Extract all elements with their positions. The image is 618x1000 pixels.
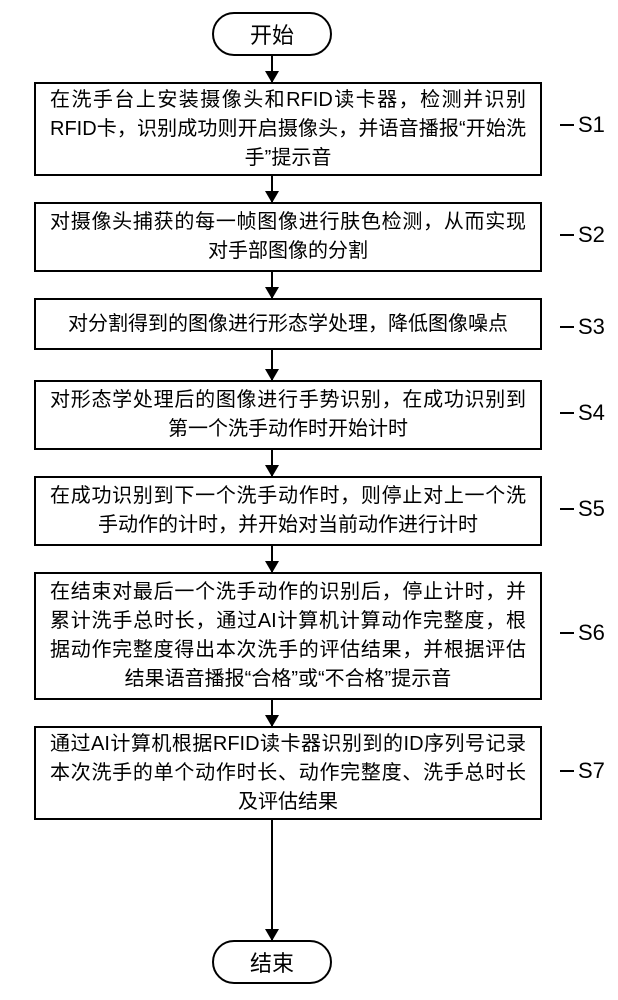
step-s3-label: S3 bbox=[560, 314, 600, 346]
arrow-1 bbox=[271, 176, 273, 202]
arrow-3 bbox=[271, 350, 273, 380]
step-s2-label: S2 bbox=[560, 222, 600, 254]
step-s3-text: 对分割得到的图像进行形态学处理，降低图像噪点 bbox=[50, 310, 526, 339]
step-s2: 对摄像头捕获的每一帧图像进行肤色检测，从而实现对手部图像的分割 bbox=[34, 202, 542, 272]
step-s3: 对分割得到的图像进行形态学处理，降低图像噪点 bbox=[34, 298, 542, 350]
arrow-0 bbox=[271, 56, 273, 82]
flow-end: 结束 bbox=[212, 940, 332, 984]
arrow-5 bbox=[271, 546, 273, 572]
step-s7-label: S7 bbox=[560, 758, 600, 790]
step-s1-label: S1 bbox=[560, 112, 600, 144]
step-s4-text: 对形态学处理后的图像进行手势识别，在成功识别到第一个洗手动作时开始计时 bbox=[50, 386, 526, 444]
step-s7: 通过AI计算机根据RFID读卡器识别到的ID序列号记录本次洗手的单个动作时长、动… bbox=[34, 726, 542, 820]
step-s1-text: 在洗手台上安装摄像头和RFID读卡器，检测并识别RFID卡，识别成功则开启摄像头… bbox=[50, 86, 526, 173]
arrow-4 bbox=[271, 450, 273, 476]
step-s4-label: S4 bbox=[560, 400, 600, 432]
step-s6-label: S6 bbox=[560, 620, 600, 652]
step-s4: 对形态学处理后的图像进行手势识别，在成功识别到第一个洗手动作时开始计时 bbox=[34, 380, 542, 450]
flow-start-label: 开始 bbox=[250, 18, 294, 50]
step-s2-text: 对摄像头捕获的每一帧图像进行肤色检测，从而实现对手部图像的分割 bbox=[50, 208, 526, 266]
step-s7-text: 通过AI计算机根据RFID读卡器识别到的ID序列号记录本次洗手的单个动作时长、动… bbox=[50, 730, 526, 817]
flow-end-label: 结束 bbox=[250, 946, 294, 978]
step-s5: 在成功识别到下一个洗手动作时，则停止对上一个洗手动作的计时，并开始对当前动作进行… bbox=[34, 476, 542, 546]
step-s6: 在结束对最后一个洗手动作的识别后，停止计时，并累计洗手总时长，通过AI计算机计算… bbox=[34, 572, 542, 700]
flow-start: 开始 bbox=[212, 12, 332, 56]
arrow-7 bbox=[271, 820, 273, 940]
step-s5-label: S5 bbox=[560, 496, 600, 528]
arrow-6 bbox=[271, 700, 273, 726]
step-s6-text: 在结束对最后一个洗手动作的识别后，停止计时，并累计洗手总时长，通过AI计算机计算… bbox=[50, 578, 526, 694]
step-s1: 在洗手台上安装摄像头和RFID读卡器，检测并识别RFID卡，识别成功则开启摄像头… bbox=[34, 82, 542, 176]
step-s5-text: 在成功识别到下一个洗手动作时，则停止对上一个洗手动作的计时，并开始对当前动作进行… bbox=[50, 482, 526, 540]
arrow-2 bbox=[271, 272, 273, 298]
